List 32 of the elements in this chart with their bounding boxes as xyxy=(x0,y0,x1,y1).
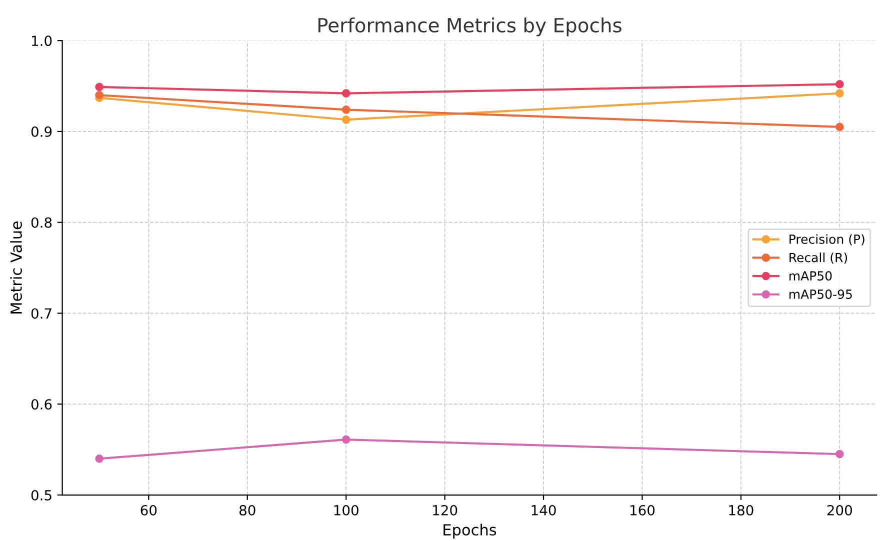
point xyxy=(95,454,104,463)
legend-label: Recall (R) xyxy=(790,252,847,264)
point xyxy=(835,89,844,98)
point xyxy=(342,89,350,98)
x-tick-label: 120 xyxy=(433,504,458,516)
chart-title: Performance Metrics by Epochs xyxy=(318,17,622,36)
y-tick-label: 0.7 xyxy=(31,308,52,319)
legend-label: mAP50 xyxy=(790,271,832,281)
x-tick-label: 200 xyxy=(827,504,852,516)
point xyxy=(835,450,844,458)
x-tick-label: 140 xyxy=(532,504,556,516)
point xyxy=(342,105,350,114)
point xyxy=(835,80,844,88)
y-tick-label: 0.6 xyxy=(31,399,52,410)
y-tick-label: 1.0 xyxy=(32,36,52,46)
point xyxy=(835,122,844,132)
y-tick-label: 0.5 xyxy=(31,490,52,500)
y-tick-label: 0.8 xyxy=(31,217,52,228)
y-tick-label: 0.9 xyxy=(31,126,52,137)
point xyxy=(342,115,350,124)
x-tick-label: 100 xyxy=(334,504,358,516)
x-tick-label: 160 xyxy=(630,504,655,516)
point xyxy=(95,90,104,100)
point xyxy=(342,435,350,444)
x-tick-label: 180 xyxy=(729,504,754,516)
x-tick-label: 80 xyxy=(239,504,256,516)
x-axis-title: Epochs xyxy=(444,524,496,539)
point xyxy=(95,82,104,92)
y-axis-title: Metric Value xyxy=(10,221,22,314)
legend-label: Precision (P) xyxy=(790,234,864,246)
x-tick-label: 60 xyxy=(140,504,157,516)
legend-label: mAP50-95 xyxy=(790,289,852,299)
